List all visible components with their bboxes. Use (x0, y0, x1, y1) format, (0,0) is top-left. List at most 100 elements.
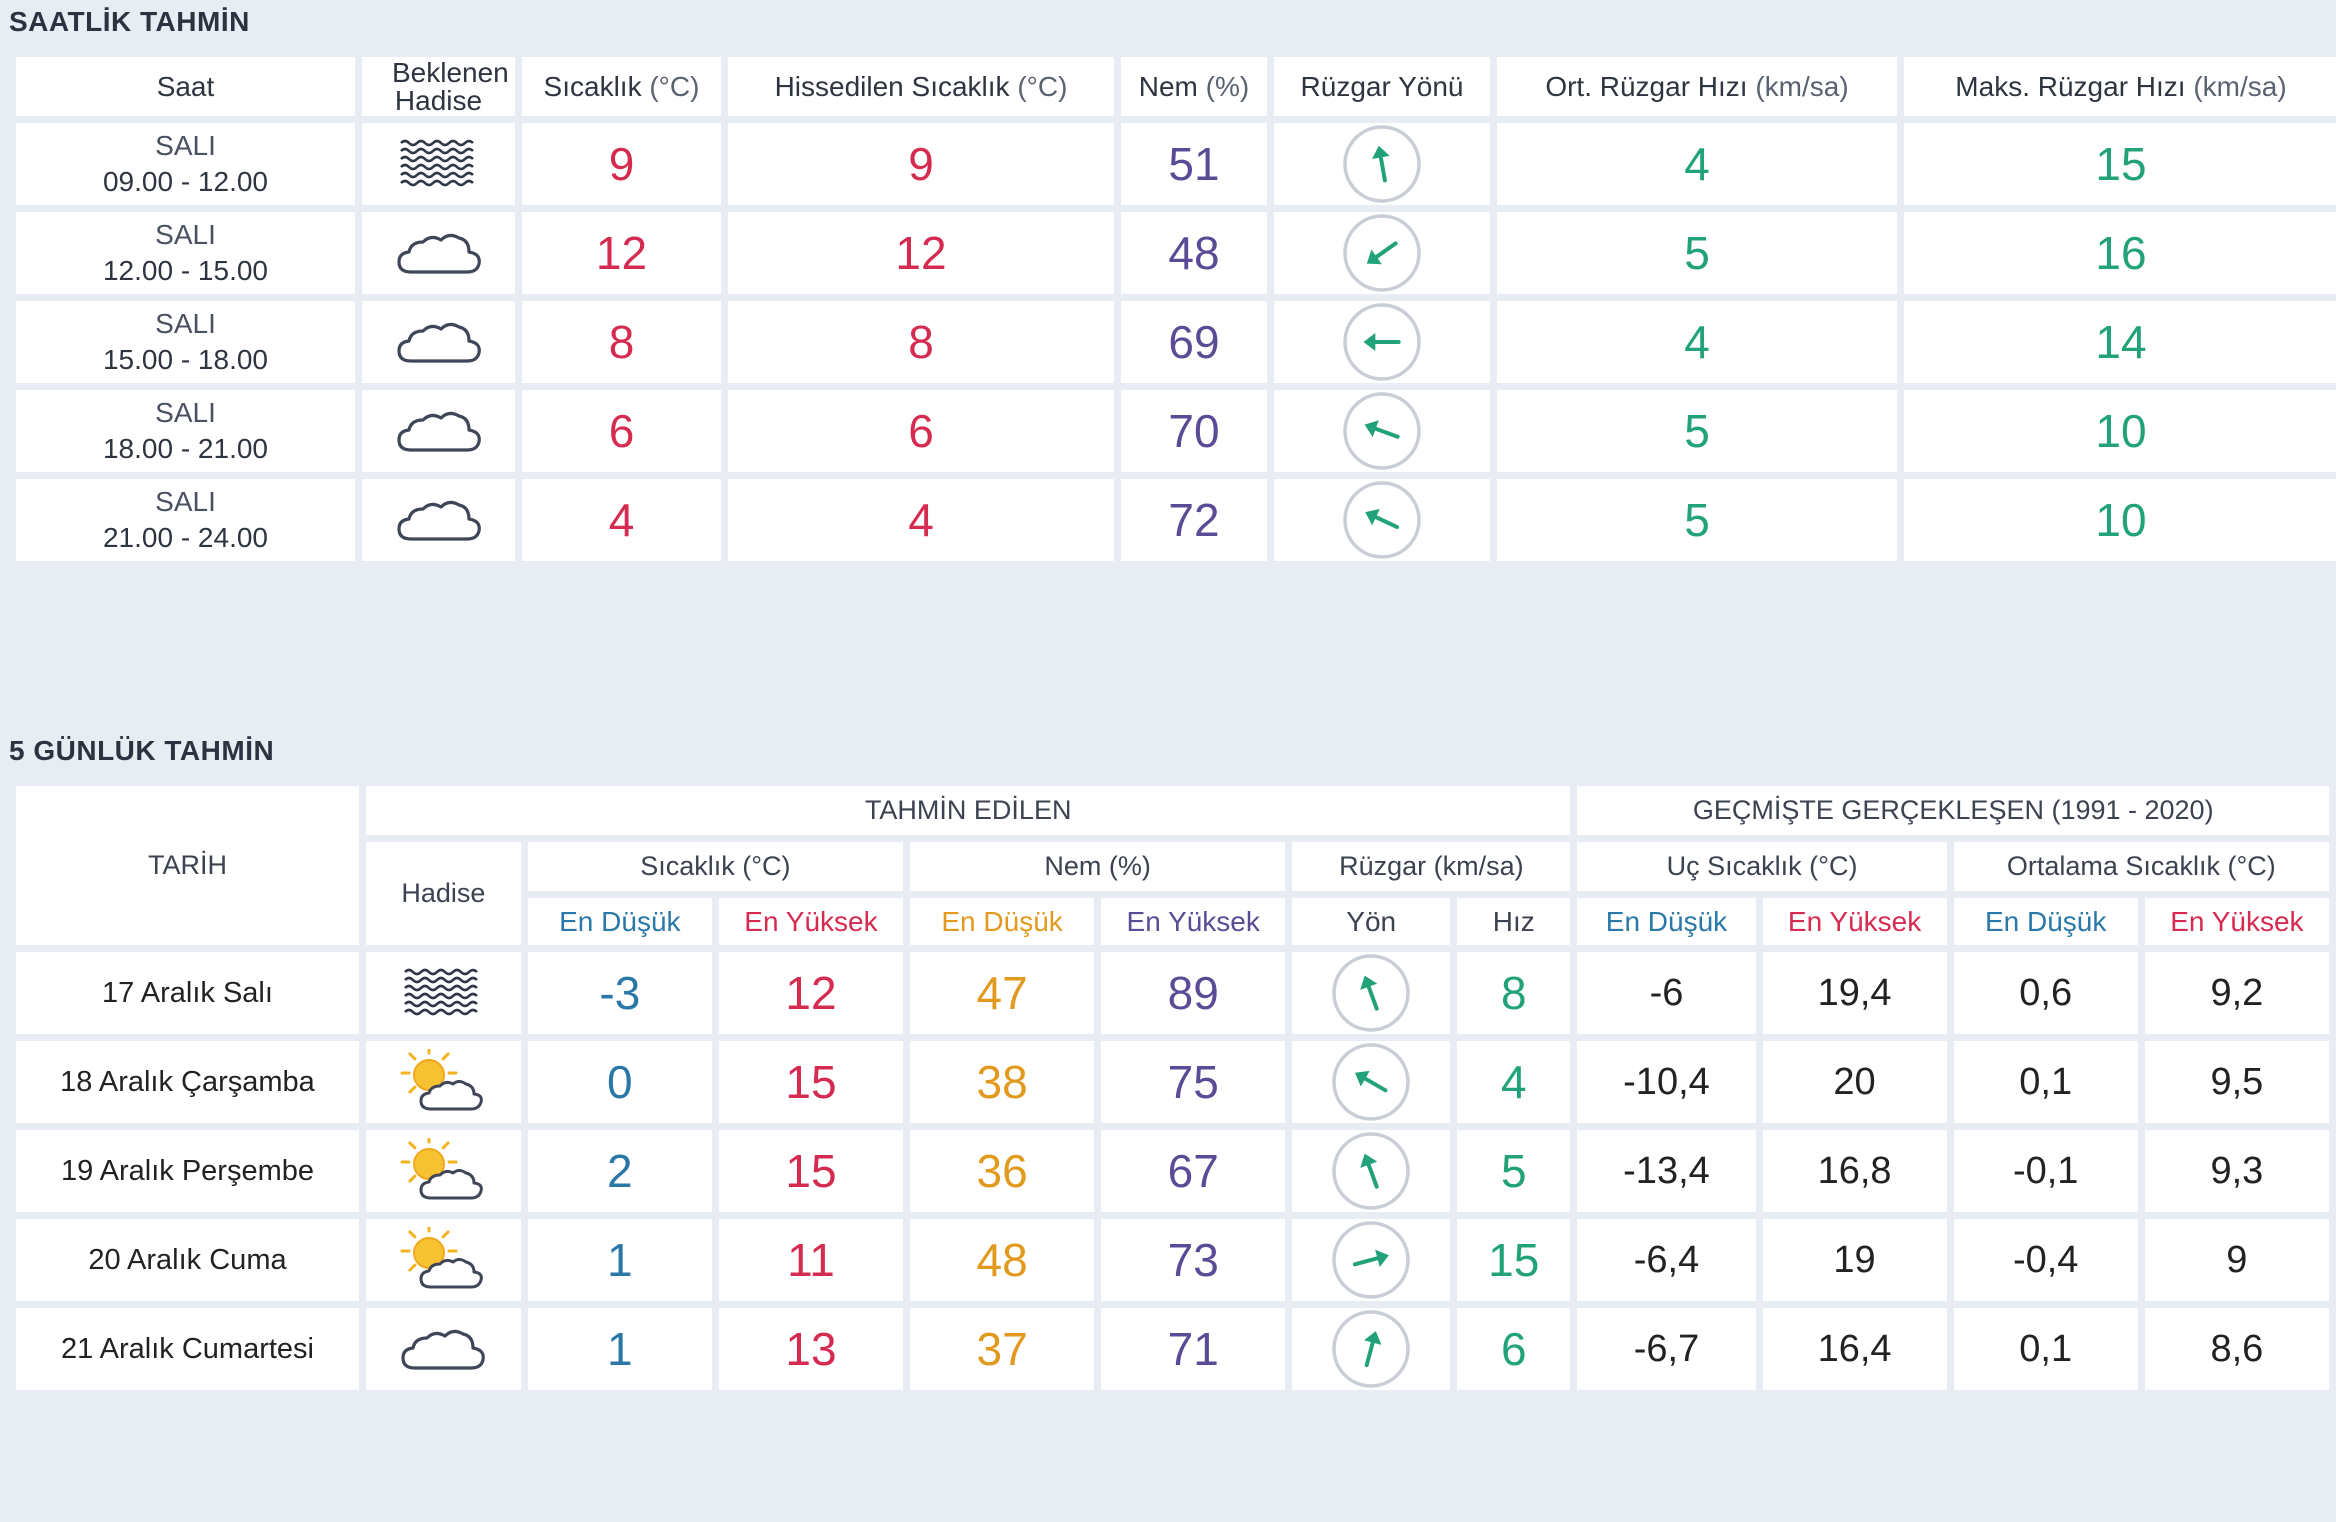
table-row: 18 Aralık Çarşamba 0 15 38 75 4 -10,4 20 0,1 9,5 (16, 1041, 2329, 1123)
average-max-value: 8,6 (2144, 1308, 2329, 1390)
time-range: 21.00 - 24.00 (102, 522, 269, 553)
extreme-min-value: -10,4 (1577, 1041, 1756, 1123)
humidity-max-value: 89 (1101, 952, 1286, 1034)
temp-max-value: 15 (718, 1130, 904, 1212)
day-label: SALI (155, 219, 216, 250)
wind-speed-value: 8 (1457, 952, 1571, 1034)
wind-direction-icon (1292, 1041, 1450, 1123)
maks-unit: (km/sa) (2193, 70, 2287, 102)
subheader-ort-en-dusuk: En Düşük (1953, 898, 2138, 945)
hadise-cell (362, 479, 515, 561)
subheader-uc-en-yuksek: En Yüksek (1762, 898, 1947, 945)
wind-direction-icon (1274, 301, 1490, 383)
wind-direction-cell (1274, 301, 1490, 383)
col-header-ruzgar-yonu: Rüzgar Yönü (1274, 57, 1490, 116)
humidity-max-value: 67 (1101, 1130, 1286, 1212)
hissedilen-unit: (°C) (1017, 70, 1068, 102)
date-cell: 20 Aralık Cuma (16, 1219, 359, 1301)
hadise-cell (365, 1041, 521, 1123)
hadise-cell (362, 212, 515, 294)
table-row: 20 Aralık Cuma 1 11 48 73 15 -6,4 19 -0,4 9 (16, 1219, 2329, 1301)
subheader-sicaklik-en-dusuk: En Düşük (527, 898, 712, 945)
temp-min-value: 1 (527, 1308, 712, 1390)
temperature-value: 6 (522, 390, 721, 472)
time-cell: SALI 09.00 - 12.00 (16, 123, 355, 205)
extreme-max-value: 19,4 (1762, 952, 1947, 1034)
temp-max-value: 13 (718, 1308, 904, 1390)
table-row: SALI 09.00 - 12.00 9 9 51 4 15 (16, 123, 2336, 205)
temp-max-value: 11 (718, 1219, 904, 1301)
humidity-min-value: 47 (910, 952, 1095, 1034)
table-row: SALI 21.00 - 24.00 4 4 72 5 10 (16, 479, 2336, 561)
avg-wind-value: 4 (1497, 123, 1897, 205)
hissedilen-label: Hissedilen Sıcaklık (774, 70, 1010, 102)
humidity-value: 51 (1121, 123, 1267, 205)
fog-icon (362, 133, 515, 195)
wind-direction-cell (1274, 479, 1490, 561)
hadise-cell (362, 301, 515, 383)
subheader-sicaklik-en-yuksek: En Yüksek (718, 898, 904, 945)
wind-direction-icon (1292, 1308, 1450, 1390)
humidity-max-value: 75 (1101, 1041, 1286, 1123)
wind-direction-icon (1274, 479, 1490, 561)
max-wind-value: 15 (1904, 123, 2336, 205)
ort-label: Ort. Rüzgar Hızı (1545, 70, 1748, 102)
temperature-value: 9 (522, 123, 721, 205)
wind-direction-icon (1292, 952, 1450, 1034)
humidity-value: 48 (1121, 212, 1267, 294)
table-row: SALI 12.00 - 15.00 12 12 48 5 16 (16, 212, 2336, 294)
hadise-cell (362, 123, 515, 205)
wind-direction-cell (1292, 1041, 1451, 1123)
humidity-min-value: 38 (910, 1041, 1095, 1123)
table-row: SALI 15.00 - 18.00 8 8 69 4 14 (16, 301, 2336, 383)
feels-like-value: 12 (728, 212, 1114, 294)
temp-max-value: 12 (718, 952, 904, 1034)
wind-speed-value: 5 (1457, 1130, 1571, 1212)
wind-speed-value: 4 (1457, 1041, 1571, 1123)
col-header-hadise: Hadise (365, 842, 521, 945)
average-min-value: 0,6 (1953, 952, 2138, 1034)
feels-like-value: 6 (728, 390, 1114, 472)
time-range: 09.00 - 12.00 (102, 166, 269, 197)
temp-max-value: 15 (718, 1041, 904, 1123)
wind-speed-value: 6 (1457, 1308, 1571, 1390)
wind-direction-cell (1274, 123, 1490, 205)
subheader-hiz: Hız (1457, 898, 1571, 945)
subheader-nem-en-dusuk: En Düşük (910, 898, 1095, 945)
hadise-cell (365, 1130, 521, 1212)
average-max-value: 9 (2144, 1219, 2329, 1301)
wind-direction-icon (1274, 123, 1490, 205)
feels-like-value: 9 (728, 123, 1114, 205)
daily-forecast-table: TARİH TAHMİN EDİLEN GEÇMİŞTE GERÇEKLEŞEN… (9, 779, 2336, 1397)
cloud-icon (366, 1318, 521, 1380)
day-label: SALI (155, 130, 216, 161)
temperature-value: 8 (522, 301, 721, 383)
wind-speed-value: 15 (1457, 1219, 1571, 1301)
time-cell: SALI 15.00 - 18.00 (16, 301, 355, 383)
sun-cloud-small-icon (366, 1138, 521, 1204)
humidity-value: 72 (1121, 479, 1267, 561)
average-min-value: -0,4 (1953, 1219, 2138, 1301)
date-cell: 17 Aralık Salı (16, 952, 359, 1034)
time-range: 18.00 - 21.00 (102, 433, 269, 464)
date-cell: 19 Aralık Perşembe (16, 1130, 359, 1212)
time-cell: SALI 12.00 - 15.00 (16, 212, 355, 294)
nem-label: Nem (1138, 70, 1198, 102)
time-range: 15.00 - 18.00 (102, 344, 269, 375)
time-range: 12.00 - 15.00 (102, 255, 269, 286)
col-header-uc-sicaklik: Uç Sıcaklık (°C) (1577, 842, 1947, 891)
avg-wind-value: 5 (1497, 479, 1897, 561)
temperature-value: 12 (522, 212, 721, 294)
avg-wind-value: 4 (1497, 301, 1897, 383)
wind-direction-cell (1292, 1219, 1451, 1301)
extreme-min-value: -6 (1577, 952, 1756, 1034)
humidity-value: 69 (1121, 301, 1267, 383)
table-row: 21 Aralık Cumartesi 1 13 37 71 6 -6,7 16,4 0,1 8… (16, 1308, 2329, 1390)
avg-wind-value: 5 (1497, 212, 1897, 294)
temp-min-value: 0 (527, 1041, 712, 1123)
col-header-sicaklik: Sıcaklık (°C) (522, 57, 721, 116)
daily-section-title: 5 GÜNLÜK TAHMİN (9, 735, 275, 766)
humidity-max-value: 73 (1101, 1219, 1286, 1301)
hadise-cell (362, 390, 515, 472)
wind-direction-cell (1274, 390, 1490, 472)
